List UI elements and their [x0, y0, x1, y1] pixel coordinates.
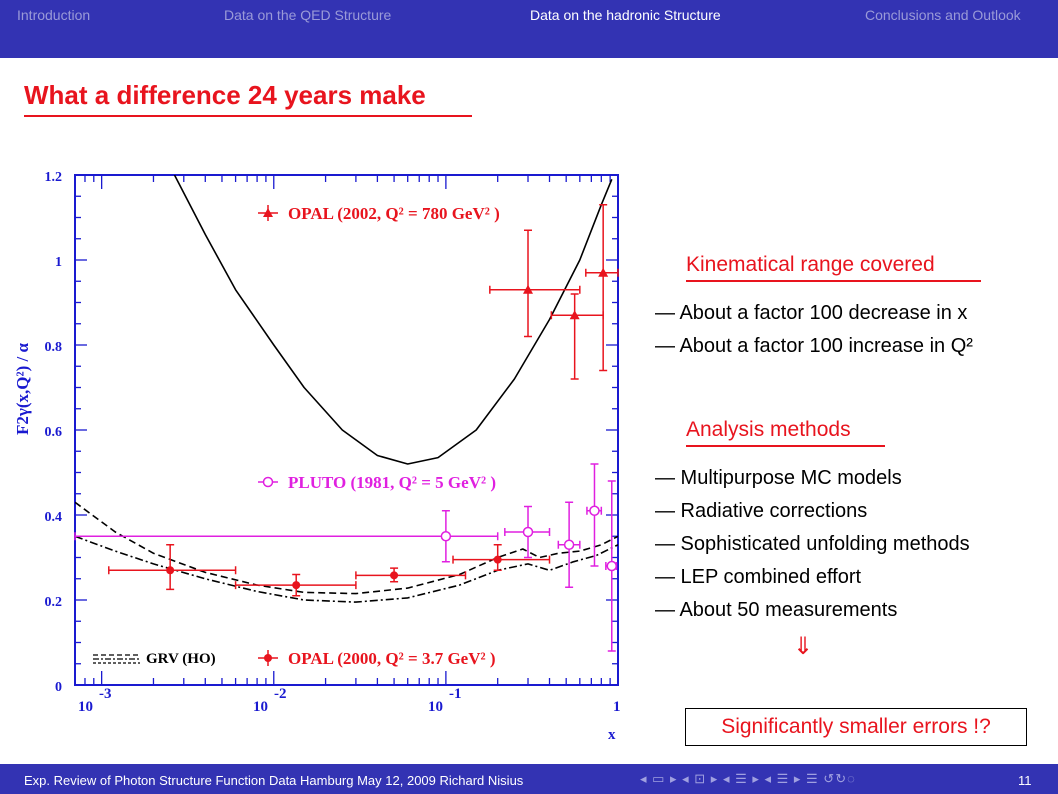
analysis-bullet: — LEP combined effort	[655, 566, 862, 588]
conclusion-callout: Significantly smaller errors !?	[685, 708, 1027, 746]
data-point	[355, 567, 467, 583]
y-tick-label: 1.2	[45, 170, 63, 185]
structure-function-plot: OPAL (2002, Q² = 780 GeV² ) PLUTO (1981,…	[13, 170, 621, 743]
data-point	[557, 501, 581, 588]
curve-dashdot	[75, 535, 618, 603]
nav-tab-introduction[interactable]: Introduction	[17, 7, 91, 23]
legend-marker-grv	[93, 654, 140, 664]
plot-frame	[74, 174, 619, 686]
analysis-bullet: — Sophisticated unfolding methods	[655, 533, 970, 555]
y-tick-label: 0.2	[45, 595, 63, 610]
svg-text:10: 10	[78, 699, 93, 715]
data-point	[489, 229, 581, 338]
data-point	[550, 293, 604, 380]
curve-dashed	[75, 501, 618, 595]
svg-text:1: 1	[613, 699, 621, 715]
x-tick-label: 1	[613, 699, 621, 715]
nav-tab-qed-structure[interactable]: Data on the QED Structure	[224, 7, 392, 23]
footer-citation: Exp. Review of Photon Structure Function…	[24, 773, 524, 788]
legend-label-grv: GRV (HO)	[146, 651, 216, 667]
svg-text:10: 10	[428, 699, 443, 715]
y-tick-label: 1	[55, 255, 62, 270]
analysis-bullet: — Radiative corrections	[655, 500, 868, 522]
analysis-bullet: — About 50 measurements	[655, 599, 898, 621]
data-point	[108, 544, 237, 591]
footer-bar: Exp. Review of Photon Structure Function…	[0, 764, 1058, 794]
legend-marker-opal2002	[258, 205, 278, 221]
legend-label-opal2000: OPAL (2000, Q² = 3.7 GeV² )	[288, 649, 496, 668]
curve-solid	[173, 175, 613, 465]
data-point	[74, 510, 499, 563]
x-tick-label: 10 -3	[78, 686, 112, 715]
data-point	[234, 573, 357, 597]
kinematical-bullet: — About a factor 100 increase in Q²	[655, 335, 973, 357]
x-axis-label: x	[608, 727, 616, 743]
y-tick-label: 0.8	[45, 340, 63, 355]
page-number: 11	[1018, 773, 1032, 788]
data-point	[452, 544, 551, 571]
data-point	[585, 204, 619, 372]
x-tick-label: 10 -2	[253, 686, 287, 715]
svg-text:10: 10	[253, 699, 268, 715]
legend-marker-pluto	[258, 476, 278, 488]
down-arrow-icon: ⇓	[793, 633, 814, 660]
y-tick-label: 0.4	[45, 510, 63, 525]
analysis-heading: Analysis methods	[686, 418, 851, 441]
data-point	[586, 463, 603, 567]
slide-navigation-icons[interactable]: ◂ ▭ ▸ ◂ ⊡ ▸ ◂ ☰ ▸ ◂ ☰ ▸ ☰ ↺↻◌	[640, 771, 856, 786]
legend-label-pluto: PLUTO (1981, Q² = 5 GeV² )	[288, 473, 496, 492]
y-tick-label: 0.6	[45, 425, 63, 440]
top-navigation-bar: Introduction Data on the QED Structure D…	[0, 0, 1058, 58]
data-point	[605, 480, 618, 652]
data-point	[504, 505, 551, 559]
kinematical-heading: Kinematical range covered	[686, 253, 935, 276]
nav-tab-hadronic-structure[interactable]: Data on the hadronic Structure	[530, 7, 721, 23]
svg-text:-2: -2	[274, 686, 287, 702]
svg-text:-3: -3	[99, 686, 112, 702]
kinematical-underline	[686, 280, 981, 282]
x-tick-label: 10 -1	[428, 686, 462, 715]
analysis-underline	[686, 445, 885, 447]
legend-marker-opal2000	[258, 650, 278, 666]
slide-title: What a difference 24 years make	[24, 80, 426, 110]
title-underline	[24, 115, 472, 117]
y-axis-label: F2γ(x,Q²) / α	[13, 343, 32, 435]
legend-label-opal2002: OPAL (2002, Q² = 780 GeV² )	[288, 204, 500, 223]
kinematical-bullet: — About a factor 100 decrease in x	[655, 302, 968, 324]
svg-text:-1: -1	[449, 686, 462, 702]
analysis-bullet: — Multipurpose MC models	[655, 467, 902, 489]
y-tick-label: 0	[55, 680, 62, 695]
nav-tab-conclusions[interactable]: Conclusions and Outlook	[865, 7, 1021, 23]
